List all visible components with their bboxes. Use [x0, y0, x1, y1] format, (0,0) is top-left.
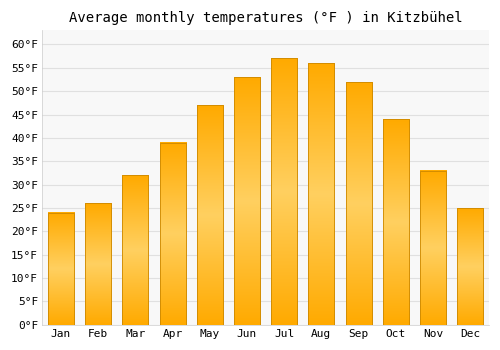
- Bar: [196, 105, 223, 325]
- Bar: [346, 82, 372, 325]
- Bar: [234, 77, 260, 325]
- Bar: [458, 208, 483, 325]
- Bar: [271, 58, 297, 325]
- Bar: [122, 175, 148, 325]
- Title: Average monthly temperatures (°F ) in Kitzbühel: Average monthly temperatures (°F ) in Ki…: [69, 11, 462, 25]
- Bar: [160, 142, 186, 325]
- Bar: [420, 170, 446, 325]
- Bar: [383, 119, 409, 325]
- Bar: [308, 63, 334, 325]
- Bar: [85, 203, 111, 325]
- Bar: [48, 212, 74, 325]
